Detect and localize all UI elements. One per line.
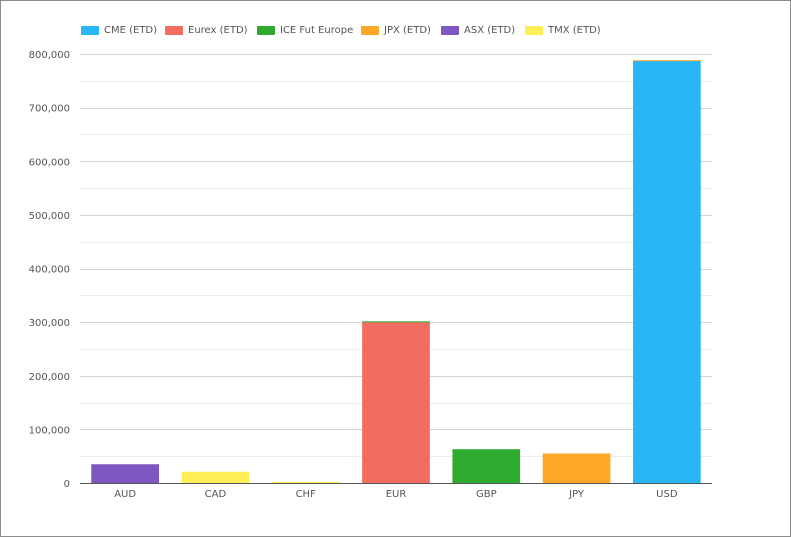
bar-usd-cme-etd [633, 60, 701, 483]
legend-swatch [441, 25, 459, 35]
x-tick-label: CAD [205, 489, 227, 500]
bar-eur-ice-fut-europe [362, 321, 430, 323]
y-tick-label: 0 [64, 479, 70, 490]
y-tick-label: 100,000 [29, 425, 70, 436]
y-tick-label: 600,000 [29, 157, 70, 168]
legend-item[interactable]: CME (ETD) [81, 21, 157, 39]
x-tick-label: CHF [296, 489, 317, 500]
legend-label: CME (ETD) [104, 24, 158, 36]
x-tick-label: GBP [476, 489, 497, 500]
legend-item[interactable]: TMX (ETD) [525, 21, 601, 39]
y-tick-label: 700,000 [29, 104, 70, 115]
y-tick-label: 200,000 [29, 372, 70, 383]
y-tick-label: 500,000 [29, 211, 70, 222]
legend-label: TMX (ETD) [548, 24, 601, 36]
x-tick-label: EUR [386, 489, 407, 500]
x-tick-label: JPY [568, 489, 585, 500]
legend-item[interactable]: ASX (ETD) [441, 21, 515, 39]
bar-chf-tmx-etd [271, 481, 340, 483]
legend-label: Eurex (ETD) [188, 24, 248, 36]
bar-jpy-jpx-etd [542, 453, 611, 483]
bar-aud-asx-etd [91, 464, 159, 483]
y-tick-label: 400,000 [29, 265, 70, 276]
bar-eur-eurex-etd [362, 322, 430, 483]
legend-label: ICE Fut Europe [280, 24, 354, 36]
legend-swatch [81, 25, 99, 35]
legend-label: ASX (ETD) [464, 24, 516, 36]
x-tick-label: USD [656, 489, 678, 500]
x-tick-label: AUD [114, 489, 136, 500]
legend-swatch [525, 25, 543, 35]
legend-swatch [361, 25, 379, 35]
legend-label: JPX (ETD) [384, 24, 431, 36]
bar-cad-tmx-etd [181, 471, 250, 483]
bar-usd-jpx-etd [633, 60, 701, 62]
bar-gbp-ice-fut-europe [452, 449, 521, 483]
y-tick-label: 800,000 [29, 50, 70, 61]
legend-swatch [257, 25, 275, 35]
legend-item[interactable]: ICE Fut Europe [257, 21, 353, 39]
y-tick-label: 300,000 [29, 318, 70, 329]
legend-item[interactable]: JPX (ETD) [361, 21, 431, 39]
legend-item[interactable]: Eurex (ETD) [165, 21, 248, 39]
legend-swatch [165, 25, 183, 35]
